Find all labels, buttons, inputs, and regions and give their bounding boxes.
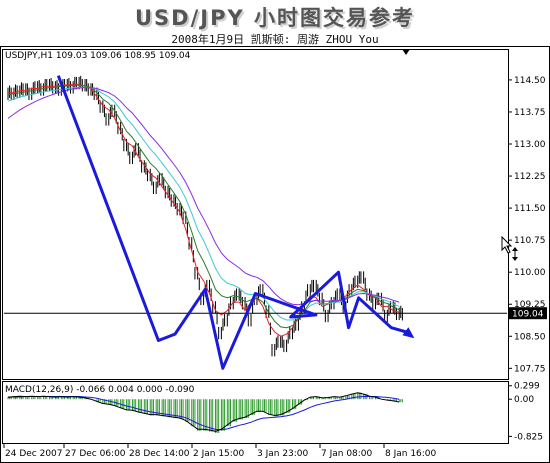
macd-tick-label: 0.299: [514, 382, 540, 392]
current-price-label: 109.04: [512, 310, 544, 320]
price-tick-label: 109.25: [514, 300, 546, 310]
price-tick-label: 111.50: [514, 204, 546, 214]
mouse-cursor-icon: [501, 235, 518, 261]
price-tick-label: 113.00: [514, 140, 546, 150]
price-tick-label: 112.25: [514, 172, 546, 182]
time-axis-label: 7 Jan 08:00: [321, 449, 373, 459]
moving-average-line: [7, 86, 400, 321]
moving-average-line: [7, 87, 400, 306]
trend-arrow-head: [402, 327, 415, 339]
macd-tick-label: 0.00: [514, 395, 534, 405]
price-tick-label: 107.75: [514, 364, 546, 374]
price-tick-label: 113.75: [514, 108, 546, 118]
time-axis-label: 24 Dec 2007: [5, 449, 63, 459]
time-axis-label: 28 Dec 14:00: [129, 449, 190, 459]
time-axis-label: 2 Jan 15:00: [193, 449, 245, 459]
macd-label: MACD(12,26,9) -0.066 0.004 0.000 -0.090: [5, 385, 195, 395]
price-tick-label: 110.00: [514, 268, 546, 278]
chart-title: USD/JPY 小时图交易参考: [135, 6, 415, 30]
price-tick-label: 108.50: [514, 332, 546, 342]
time-axis-label: 3 Jan 23:00: [257, 449, 309, 459]
chart-subtitle: 2008年1月9日 凯斯顿: 周游 ZHOU You: [171, 33, 379, 46]
macd-panel[interactable]: [2, 381, 509, 444]
price-tick-label: 110.75: [514, 236, 546, 246]
chart-shift-marker[interactable]: [402, 49, 410, 55]
macd-main-line: [7, 392, 400, 432]
current-price-box: [509, 307, 547, 320]
price-chart[interactable]: 114.50 113.75 113.00 112.25 111.50 110.75 110.…: [0, 46, 550, 463]
symbol-info: USDJPY,H1 109.03 109.06 108.95 109.04: [5, 51, 191, 61]
time-axis-label: 8 Jan 16:00: [385, 449, 437, 459]
time-axis-label: 27 Dec 06:00: [65, 449, 126, 459]
price-tick-label: 114.50: [514, 76, 546, 86]
moving-average-line: [7, 84, 400, 329]
macd-tick-label: -0.825: [514, 432, 543, 442]
main-panel[interactable]: [2, 49, 509, 380]
trend-annotation-path: [56, 75, 407, 370]
